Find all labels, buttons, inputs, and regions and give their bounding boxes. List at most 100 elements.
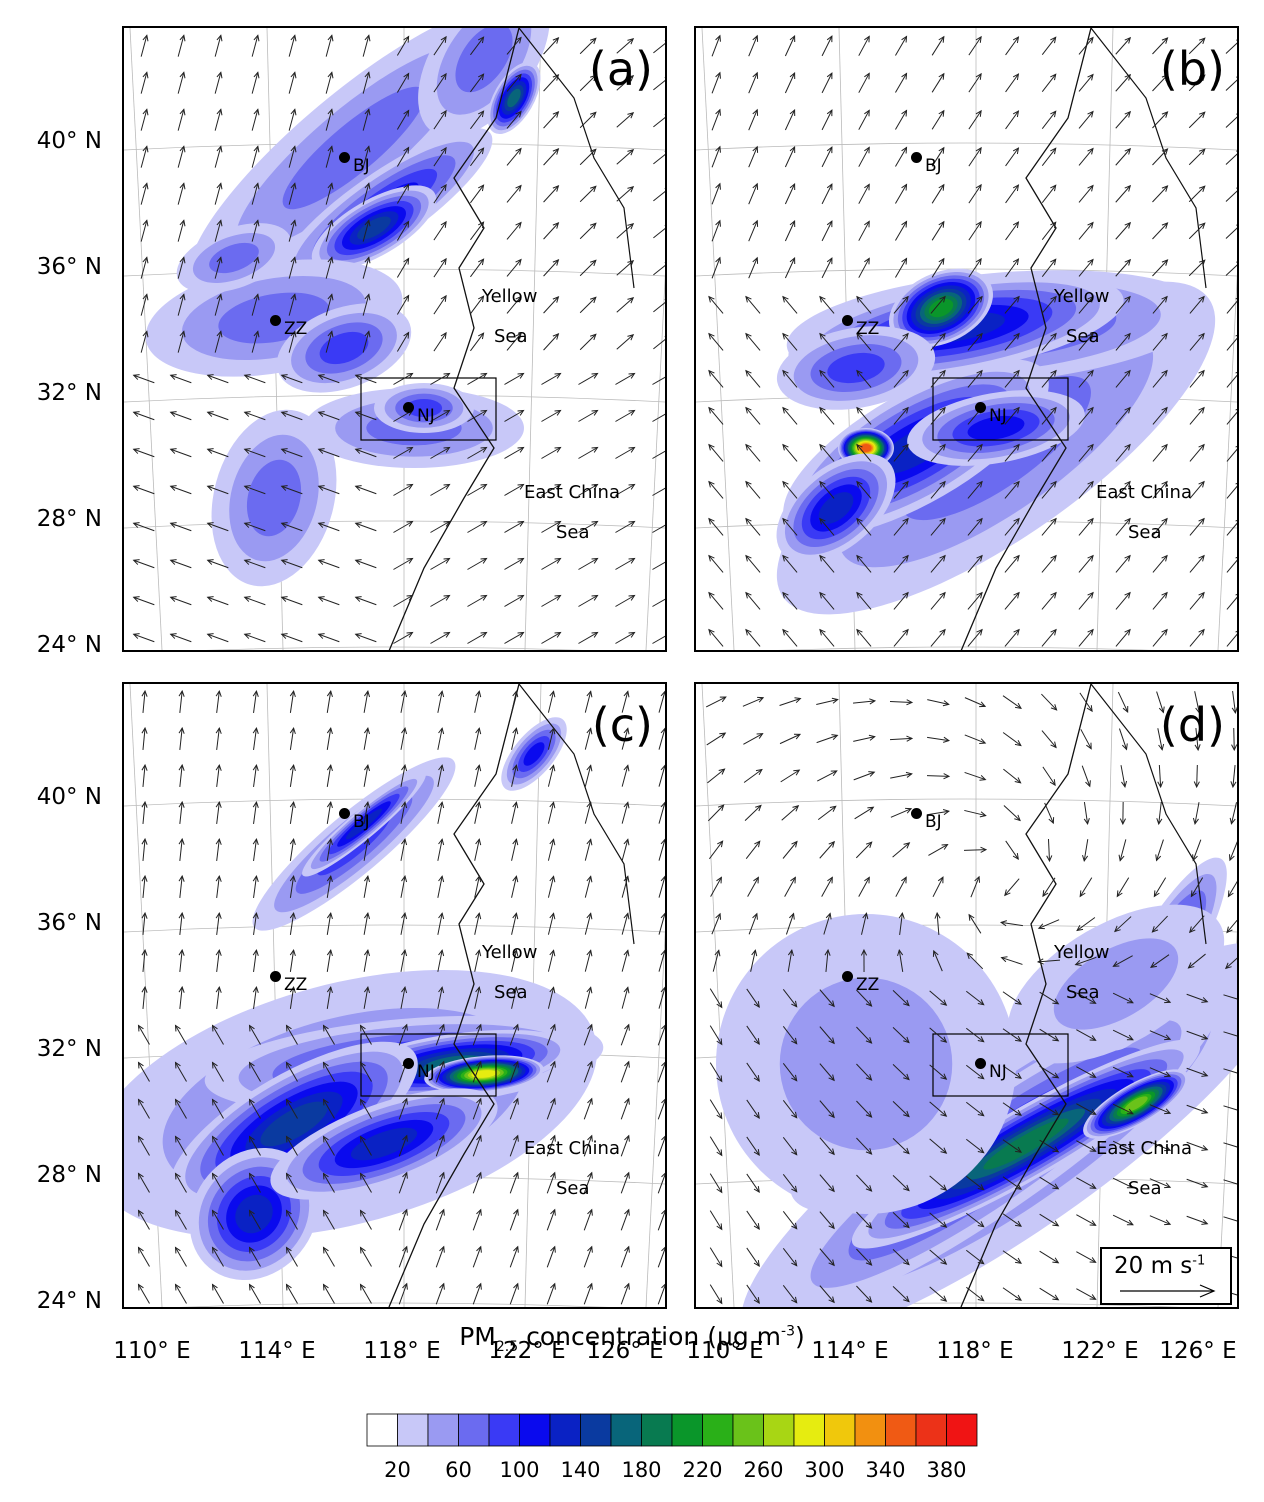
wind-arrow (819, 629, 835, 647)
wind-arrowhead (1087, 517, 1094, 525)
wind-arrowhead (789, 182, 796, 191)
wind-arrow (363, 839, 369, 861)
wind-arrowhead (280, 633, 288, 639)
wind-arrow (138, 1136, 150, 1156)
wind-arrow (400, 765, 406, 787)
wind-arrow (936, 912, 940, 936)
wind-arrowhead (317, 485, 325, 491)
wind-arrowhead (975, 146, 982, 154)
wind-arrowhead (1052, 1257, 1060, 1264)
wind-arrowhead (440, 294, 447, 302)
wind-arrow (1002, 991, 1022, 1005)
wind-arrowhead (708, 295, 715, 303)
wind-arrowhead (587, 1282, 593, 1290)
wind-arrowhead (623, 986, 630, 994)
wind-arrow (819, 1285, 835, 1303)
wind-arrowhead (364, 145, 371, 153)
wind-arrow (1223, 1216, 1237, 1222)
city-label-nj: NJ (989, 1062, 1007, 1082)
wind-arrowhead (819, 369, 826, 377)
wind-arrowhead (438, 875, 445, 883)
wind-arrow (965, 1175, 985, 1191)
wind-arrowhead (794, 697, 802, 704)
wind-arrowhead (289, 837, 296, 845)
wind-arrow (1233, 727, 1235, 751)
wind-arrowhead (624, 1060, 630, 1068)
wind-arrow (1041, 73, 1057, 93)
wind-arrowhead (440, 257, 447, 265)
wind-arrowhead (1124, 369, 1131, 377)
pm25-contour (860, 444, 872, 452)
wind-arrow (1225, 957, 1237, 969)
wind-arrow (855, 841, 873, 859)
wind-arrow (251, 35, 259, 57)
wind-arrowhead (243, 596, 251, 602)
wind-arrow (748, 146, 758, 168)
wind-arrowhead (554, 409, 562, 416)
wind-arrow (782, 1099, 798, 1119)
wind-arrowhead (326, 801, 333, 809)
wind-arrowhead (661, 1135, 665, 1141)
wind-arrow (1004, 296, 1020, 314)
wind-arrow (583, 1246, 593, 1268)
wind-arrowhead (903, 1221, 910, 1229)
wind-arrow (931, 221, 945, 241)
wind-arrow (1005, 221, 1019, 241)
wind-arrow (509, 1283, 519, 1305)
wind-arrow (430, 632, 450, 644)
wind-arrowhead (517, 409, 525, 416)
wind-arrow (207, 596, 229, 606)
wind-arrow (615, 558, 635, 570)
wind-arrow (1078, 296, 1094, 314)
wind-arrow (889, 737, 913, 741)
wind-arrow (1039, 1287, 1059, 1301)
wind-arrowhead (406, 520, 414, 527)
wind-arrowhead (901, 183, 908, 191)
wind-arrowhead (406, 557, 414, 564)
wind-arrowhead (359, 1209, 366, 1217)
wind-arrowhead (211, 1209, 218, 1217)
wind-arrowhead (1126, 1071, 1134, 1078)
wind-arrowhead (401, 949, 408, 957)
wind-arrow (355, 522, 377, 532)
wind-arrowhead (443, 631, 451, 638)
wind-arrow (743, 769, 763, 783)
wind-arrow (579, 37, 597, 55)
wind-arrowhead (216, 182, 223, 190)
wind-arrowhead (1187, 962, 1195, 969)
wind-arrow (895, 184, 907, 204)
wind-arrowhead (782, 332, 789, 340)
wind-arrow (652, 561, 665, 570)
wind-arrow (707, 768, 725, 784)
wind-arrowhead (1089, 1072, 1097, 1078)
wind-arrowhead (1015, 1072, 1022, 1079)
wind-arrowhead (753, 1149, 760, 1157)
wind-arrow (1004, 407, 1020, 425)
wind-arrow (1223, 994, 1237, 1000)
wind-arrowhead (285, 1283, 292, 1291)
wind-arrowhead (243, 411, 251, 417)
wind-arrow (1186, 993, 1208, 1003)
wind-arrow (584, 950, 592, 972)
wind-arrowhead (1052, 1183, 1060, 1190)
wind-arrow (657, 1173, 665, 1194)
wind-arrowhead (1013, 406, 1020, 414)
wind-arrowhead (903, 999, 910, 1007)
wind-arrow (212, 1210, 224, 1230)
wind-arrowhead (940, 1258, 948, 1265)
wind-arrow (355, 374, 377, 384)
city-label-bj: BJ (925, 156, 942, 176)
wind-arrow (931, 36, 945, 56)
wind-arrowhead (1124, 591, 1131, 599)
wind-arrowhead (174, 1024, 181, 1032)
wind-arrowhead (660, 801, 665, 808)
wind-arrow (430, 410, 450, 422)
wind-arrow (1002, 695, 1022, 709)
wind-arrow (929, 1101, 947, 1117)
wind-arrow (620, 1135, 630, 1157)
wind-arrowhead (280, 448, 288, 454)
wind-arrowhead (215, 837, 222, 845)
wind-arrow (819, 333, 835, 351)
wind-arrowhead (403, 146, 410, 154)
wind-arrow (133, 596, 155, 606)
